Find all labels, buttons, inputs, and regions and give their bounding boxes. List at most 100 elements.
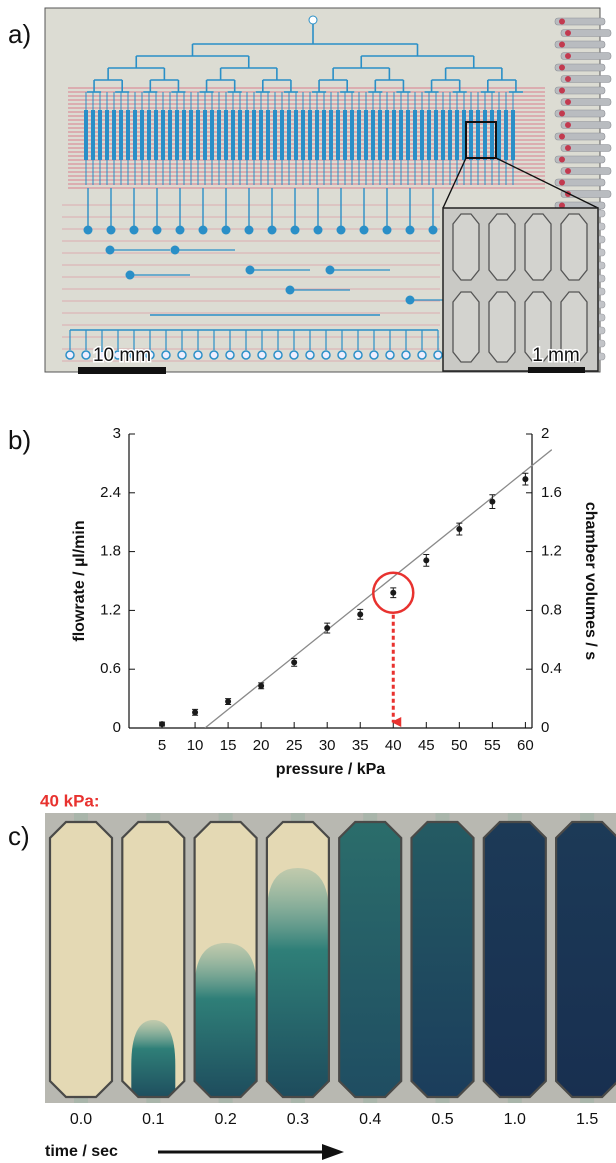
valve-port <box>221 225 231 235</box>
y2-tick-label: 2 <box>541 425 549 442</box>
valve-port <box>152 225 162 235</box>
time-label: 0.0 <box>70 1111 92 1128</box>
pin <box>559 110 565 117</box>
tube <box>560 29 612 37</box>
port <box>308 15 318 25</box>
dye-front <box>194 943 257 1097</box>
y2-tick-label: 0.8 <box>541 601 562 618</box>
tube <box>560 167 612 175</box>
chamber-wall <box>338 820 403 1099</box>
valve-port <box>106 225 116 235</box>
y-tick-label: 1.8 <box>100 543 121 560</box>
y-tick-label: 0 <box>113 719 121 736</box>
pin <box>559 179 565 186</box>
dye-front <box>266 868 329 1097</box>
chamber-wall <box>193 820 258 1099</box>
pin <box>565 168 571 174</box>
pin <box>559 41 565 48</box>
data-point <box>423 557 430 564</box>
y-tick-label: 3 <box>113 425 121 442</box>
dye-fill <box>483 822 546 1097</box>
pin <box>565 30 571 36</box>
time-labels: 0.0 0.1 0.2 0.3 0.4 0.5 1.0 1.5 <box>70 1111 598 1128</box>
time-label: 0.4 <box>359 1111 381 1128</box>
x-tick-label: 10 <box>187 737 204 754</box>
inset-chamber <box>524 213 552 281</box>
time-label: 0.3 <box>287 1111 309 1128</box>
chart: 5 10 15 20 25 30 35 40 45 50 55 6000.61.21.82.4300.… <box>71 425 599 778</box>
x-tick-label: 30 <box>319 737 336 754</box>
tube <box>560 52 612 60</box>
tube <box>560 75 612 83</box>
data-point <box>258 682 265 689</box>
data-point <box>456 526 463 533</box>
tube <box>554 17 606 26</box>
port <box>273 350 283 360</box>
y-axis-label: flowrate / µl/min <box>71 520 88 641</box>
x-tick-label: 55 <box>484 737 501 754</box>
x-tick-label: 60 <box>517 737 534 754</box>
time-arrow-head <box>322 1144 344 1160</box>
port <box>241 350 251 360</box>
x-tick-label: 45 <box>418 737 435 754</box>
data-point <box>225 698 232 705</box>
x-tick-label: 15 <box>220 737 237 754</box>
dye-front <box>131 1020 176 1097</box>
data-point <box>324 625 331 632</box>
valve-port <box>175 225 185 235</box>
dye-fill <box>411 822 474 1097</box>
time-label: 0.5 <box>431 1111 453 1128</box>
pin <box>559 133 565 140</box>
y2-tick-label: 0.4 <box>541 660 562 677</box>
port <box>289 350 299 360</box>
inset-chamber <box>452 291 480 363</box>
x-axis-label: pressure / kPa <box>276 761 386 778</box>
inset-source <box>465 121 497 159</box>
tube <box>554 86 606 95</box>
port <box>353 350 363 360</box>
inset-link <box>495 157 599 209</box>
valve-port <box>382 225 392 235</box>
chamber <box>50 822 112 1097</box>
y-tick-label: 2.4 <box>100 484 121 501</box>
valve-port <box>198 225 208 235</box>
port <box>81 350 91 360</box>
time-axis-label: time / sec <box>45 1143 118 1160</box>
port <box>65 350 75 360</box>
x-tick-label: 5 <box>158 737 166 754</box>
data-point <box>192 709 199 716</box>
pin <box>559 87 565 94</box>
y-tick-label: 1.2 <box>100 601 121 618</box>
x-tick-label: 20 <box>253 737 270 754</box>
panel-label: c) <box>8 821 30 851</box>
time-label: 1.5 <box>576 1111 598 1128</box>
port <box>417 350 427 360</box>
tube <box>560 121 612 129</box>
data-point <box>522 476 529 483</box>
tube <box>554 109 606 118</box>
pin <box>565 145 571 151</box>
y2-tick-label: 0 <box>541 719 549 736</box>
scale-bar <box>528 367 585 373</box>
valve-port <box>244 225 254 235</box>
port <box>129 350 139 360</box>
annotation: 40 kPa: <box>40 791 100 810</box>
panel-label: a) <box>8 19 31 49</box>
time-label: 0.1 <box>142 1111 164 1128</box>
chamber <box>122 822 185 1097</box>
valve-port <box>428 225 438 235</box>
port <box>257 350 267 360</box>
time-label: 1.0 <box>504 1111 526 1128</box>
chamber-strip <box>45 813 616 1103</box>
chamber-wall <box>410 820 475 1099</box>
port <box>161 350 171 360</box>
valve-port <box>267 225 277 235</box>
port <box>337 350 347 360</box>
highlight-circle <box>372 571 415 615</box>
port <box>433 350 443 360</box>
data-point <box>489 498 496 505</box>
tube <box>554 63 606 72</box>
port <box>225 350 235 360</box>
inset-chamber <box>488 213 516 281</box>
